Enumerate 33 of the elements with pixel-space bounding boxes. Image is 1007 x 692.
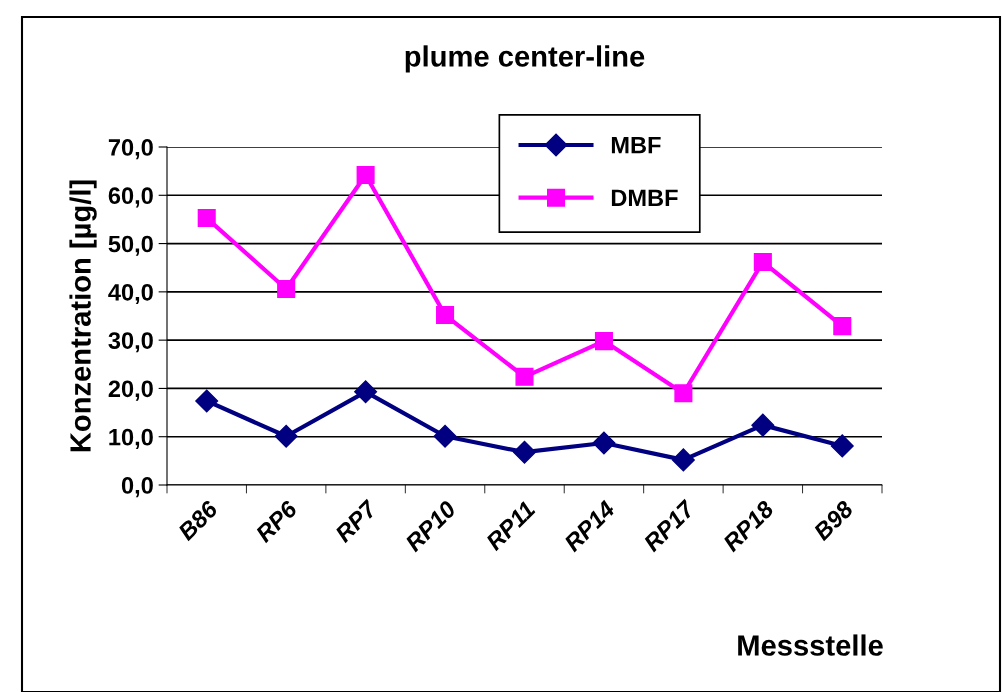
point bbox=[274, 424, 298, 448]
point bbox=[753, 252, 772, 271]
point bbox=[195, 389, 219, 413]
y-tick-label: 10,0 bbox=[109, 428, 153, 449]
y-tick-label: 70,0 bbox=[108, 139, 153, 160]
point bbox=[592, 431, 616, 455]
point bbox=[515, 367, 534, 386]
point bbox=[671, 448, 695, 472]
point bbox=[594, 332, 613, 351]
point bbox=[751, 413, 775, 437]
point bbox=[830, 434, 854, 458]
y-tick-label: 20,0 bbox=[108, 380, 153, 401]
point bbox=[833, 317, 852, 336]
y-tick-label: 40,0 bbox=[108, 283, 153, 305]
point bbox=[197, 208, 216, 228]
y-tick-label: 60,0 bbox=[108, 187, 153, 208]
x-axis-title: Messstelle bbox=[738, 634, 883, 656]
point bbox=[674, 384, 693, 403]
x-tick-label: B86 bbox=[176, 499, 220, 542]
point bbox=[277, 279, 296, 298]
x-tick-label: B98 bbox=[812, 499, 855, 542]
legend-label: MBF bbox=[611, 136, 661, 154]
point bbox=[436, 306, 455, 325]
y-tick-label: 50,0 bbox=[108, 235, 153, 256]
y-axis-title: Konzentration [µg/l] bbox=[69, 180, 97, 452]
point bbox=[513, 440, 536, 464]
point bbox=[354, 380, 378, 404]
chart-title: plume center-line bbox=[405, 45, 645, 73]
point bbox=[356, 165, 375, 185]
y-tick-label: 30,0 bbox=[108, 332, 153, 353]
y-tick-label: 0,0 bbox=[121, 477, 153, 498]
point bbox=[433, 424, 457, 448]
legend-label: DMBF bbox=[611, 189, 678, 206]
